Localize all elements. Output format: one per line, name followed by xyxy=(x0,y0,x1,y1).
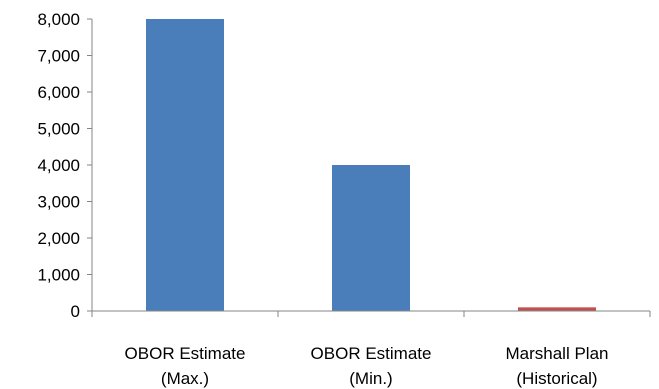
y-tick-label: 8,000 xyxy=(37,10,80,29)
y-tick-label: 2,000 xyxy=(37,229,80,248)
x-tick-label: (Max.) xyxy=(161,369,209,388)
bar xyxy=(146,19,224,311)
y-tick-label: 5,000 xyxy=(37,120,80,139)
x-tick-label: OBOR Estimate xyxy=(125,344,246,363)
bars xyxy=(146,19,596,311)
y-tick-label: 1,000 xyxy=(37,266,80,285)
x-axis-labels: OBOR Estimate (Max.) OBOR Estimate (Min.) Ma… xyxy=(125,344,609,388)
x-tick-label: (Min.) xyxy=(349,369,392,388)
y-tick-label: 4,000 xyxy=(37,156,80,175)
x-tick-label: OBOR Estimate xyxy=(311,344,432,363)
axes xyxy=(91,19,651,317)
y-tick-label: 6,000 xyxy=(37,83,80,102)
bar xyxy=(518,307,596,311)
y-tick-label: 7,000 xyxy=(37,47,80,66)
x-tick-label: Marshall Plan xyxy=(506,344,609,363)
x-tick-label: (Historical) xyxy=(516,369,597,388)
y-tick-label: 0 xyxy=(71,302,80,321)
y-tick-label: 3,000 xyxy=(37,193,80,212)
y-axis-ticks: 0 1,000 2,000 3,000 4,000 5,000 6,000 7,000 8,00… xyxy=(37,10,92,321)
bar xyxy=(332,165,410,311)
